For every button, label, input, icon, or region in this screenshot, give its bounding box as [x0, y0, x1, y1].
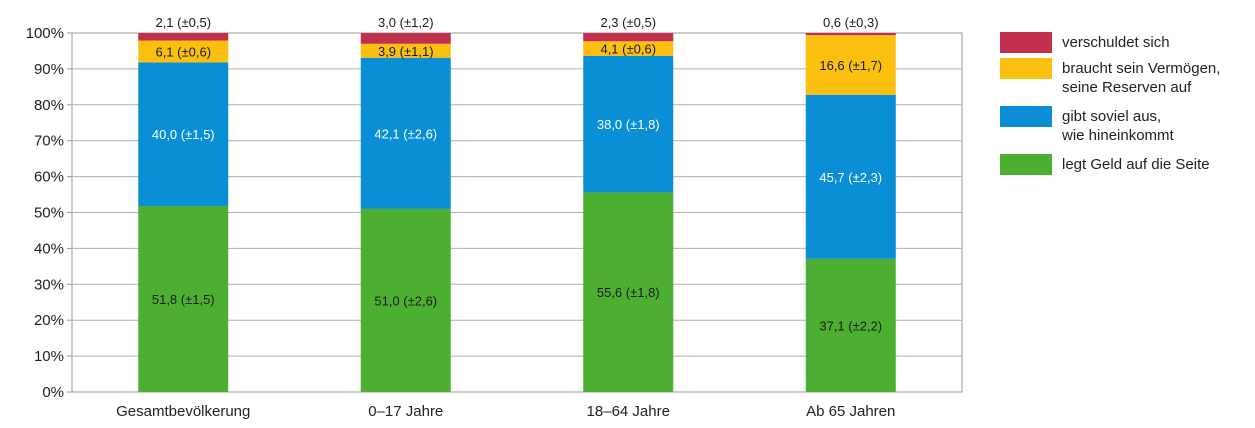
x-tick-label: 0–17 Jahre	[368, 403, 443, 420]
data-label: 42,1 (±2,6)	[374, 126, 437, 141]
bar-segment	[138, 33, 229, 41]
bar-segment	[138, 206, 229, 392]
y-tick-label: 20%	[34, 312, 64, 329]
bar-segment	[360, 208, 451, 392]
legend-label: verschuldet sich	[1062, 34, 1170, 51]
y-tick-label: 30%	[34, 276, 64, 293]
y-tick-label: 50%	[34, 205, 64, 222]
bar-segment	[360, 43, 451, 58]
bar-segment	[138, 62, 229, 207]
data-label: 4,1 (±0,6)	[600, 42, 656, 57]
legend-swatch	[1000, 154, 1052, 175]
bar-segment	[805, 35, 896, 95]
bar-segment	[138, 40, 229, 63]
y-tick-label: 10%	[34, 348, 64, 365]
bar-segment	[360, 33, 451, 44]
y-tick-label: 90%	[34, 61, 64, 78]
x-tick-label: Ab 65 Jahren	[806, 403, 895, 420]
data-label: 16,6 (±1,7)	[819, 58, 882, 73]
legend-label: gibt soviel aus,	[1062, 108, 1161, 125]
y-tick-label: 80%	[34, 97, 64, 114]
data-label: 2,3 (±0,5)	[600, 15, 656, 30]
legend-swatch	[1000, 106, 1052, 127]
data-label: 38,0 (±1,8)	[597, 117, 660, 132]
x-tick-label: 18–64 Jahre	[587, 403, 670, 420]
legend-swatch	[1000, 58, 1052, 79]
bar-segment	[805, 258, 896, 392]
data-label: 0,6 (±0,3)	[823, 15, 879, 30]
y-tick-label: 40%	[34, 240, 64, 257]
data-label: 51,8 (±1,5)	[152, 292, 215, 307]
data-label: 40,0 (±1,5)	[152, 127, 215, 142]
legend-label: wie hineinkommt	[1061, 127, 1175, 144]
legend-label: braucht sein Vermögen,	[1062, 60, 1220, 77]
bar-segment	[583, 55, 674, 193]
data-label: 2,1 (±0,5)	[155, 15, 211, 30]
data-label: 3,0 (±1,2)	[378, 15, 434, 30]
y-tick-label: 70%	[34, 133, 64, 150]
data-label: 45,7 (±2,3)	[819, 170, 882, 185]
bar-segment	[805, 33, 896, 36]
bar-segment	[583, 33, 674, 42]
y-tick-label: 100%	[26, 25, 64, 42]
data-label: 55,6 (±1,8)	[597, 285, 660, 300]
legend-label: legt Geld auf die Seite	[1062, 156, 1210, 173]
bar-segment	[360, 57, 451, 209]
y-tick-label: 0%	[42, 384, 64, 401]
data-label: 3,9 (±1,1)	[378, 44, 434, 59]
legend-swatch	[1000, 32, 1052, 53]
data-label: 51,0 (±2,6)	[374, 293, 437, 308]
data-label: 37,1 (±2,2)	[819, 318, 882, 333]
x-tick-label: Gesamtbevölkerung	[116, 403, 250, 420]
y-tick-label: 60%	[34, 169, 64, 186]
legend-label: seine Reserven auf	[1062, 79, 1192, 96]
bar-segment	[583, 41, 674, 56]
bar-segment	[805, 94, 896, 259]
bar-segment	[583, 192, 674, 392]
data-label: 6,1 (±0,6)	[155, 44, 211, 59]
